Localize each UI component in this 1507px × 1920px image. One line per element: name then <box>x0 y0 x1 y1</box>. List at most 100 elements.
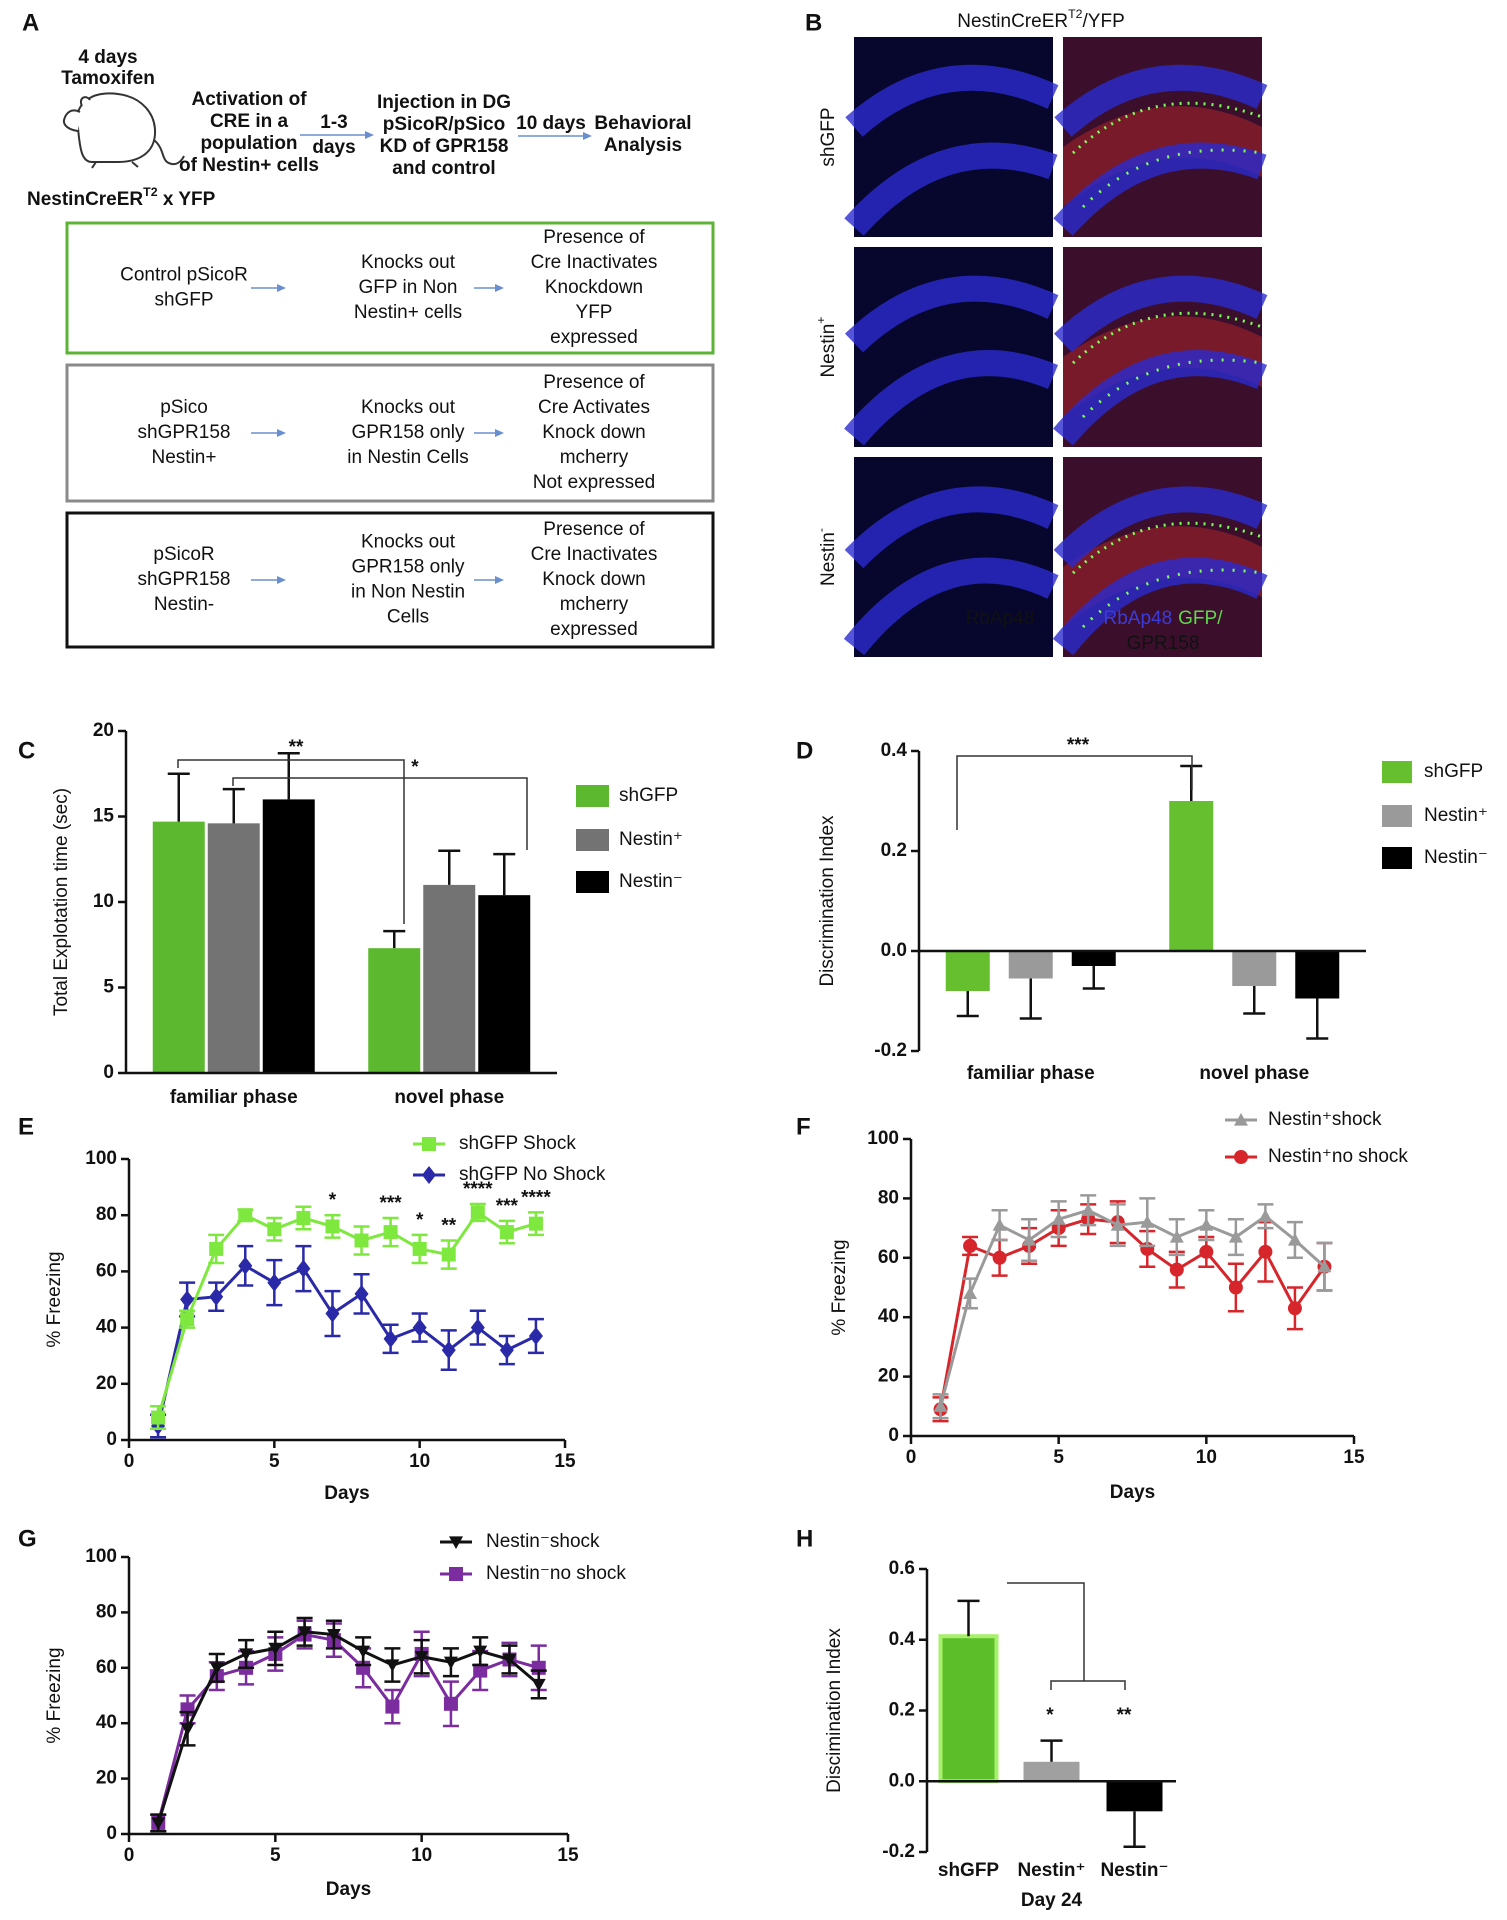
marker <box>1081 1203 1096 1216</box>
error-bar <box>438 849 461 885</box>
x-tick-label: 0 <box>906 1447 917 1468</box>
marker <box>1199 1218 1214 1231</box>
x-tick-label: 5 <box>270 1845 281 1866</box>
y-axis-label: % Freezing <box>44 1251 65 1347</box>
cell-layer <box>1053 275 1268 353</box>
error-bar <box>222 787 245 824</box>
series-line <box>156 1263 537 1427</box>
x-tick-label: 15 <box>1343 1447 1365 1468</box>
row-label: Nestin- <box>814 528 839 586</box>
panel-letter: H <box>796 1525 813 1552</box>
x-tick-label: familiar phase <box>170 1087 298 1108</box>
construct-text: Presence of <box>543 519 645 540</box>
y-tick-label: 0 <box>888 1425 899 1446</box>
x-tick-label: familiar phase <box>967 1063 1095 1084</box>
cell-layer <box>844 486 1059 569</box>
step-text: CRE in a <box>210 111 289 132</box>
cell-layer <box>844 142 1058 236</box>
marker <box>180 1723 195 1736</box>
significance-bracket <box>1007 1582 1085 1681</box>
bar <box>207 823 260 1073</box>
gfp-cells <box>1071 521 1263 575</box>
y-tick-label: 20 <box>96 1768 117 1789</box>
significance-label: *** <box>1067 735 1090 756</box>
significance-label: ** <box>1117 1705 1132 1726</box>
legend-swatch <box>576 829 609 851</box>
arrow-head <box>583 132 592 140</box>
interval-text: days <box>312 137 355 158</box>
marker <box>180 1290 195 1309</box>
y-tick-label: 10 <box>93 891 114 912</box>
construct-text: Cells <box>387 607 429 628</box>
bar <box>938 1634 999 1784</box>
bar <box>1232 951 1277 986</box>
gfp-cells <box>1081 358 1263 419</box>
legend-label: shGFP No Shock <box>459 1164 606 1185</box>
mouse-ear <box>80 96 91 107</box>
micrograph <box>1052 457 1268 657</box>
x-tick-label: Nestin⁺ <box>1017 1860 1085 1881</box>
y-tick-label: 20 <box>96 1373 117 1394</box>
construct-text: GFP in Non <box>359 277 458 298</box>
marker <box>1287 1232 1302 1246</box>
error-bar <box>277 751 300 800</box>
marker <box>1228 1280 1243 1295</box>
marker <box>354 1284 369 1303</box>
x-axis-label: Days <box>324 1483 369 1504</box>
error-bar <box>956 991 979 1018</box>
marker <box>385 1659 400 1673</box>
x-tick-label: Nestin⁻ <box>1100 1860 1168 1881</box>
gfp-cells <box>1071 101 1263 155</box>
x-tick-label: 10 <box>1196 1447 1217 1468</box>
significance-bracket <box>177 759 405 924</box>
construct-text: mcherry <box>560 447 629 468</box>
legend-label: Nestin⁻no shock <box>486 1563 626 1584</box>
treatment-text: Tamoxifen <box>61 68 155 89</box>
construct-text: Knocks out <box>361 252 456 273</box>
marker <box>499 1341 514 1360</box>
marker <box>180 1312 195 1327</box>
marker <box>1199 1244 1214 1259</box>
bar <box>1023 1761 1080 1782</box>
marker <box>441 1341 456 1360</box>
marker <box>1258 1244 1273 1259</box>
marker <box>325 1304 340 1323</box>
arrow-head <box>277 429 286 437</box>
treatment-text: 4 days <box>78 47 137 68</box>
y-tick-label: 0.0 <box>881 940 907 961</box>
row-label: shGFP <box>818 107 839 166</box>
y-tick-label: 100 <box>867 1128 899 1149</box>
cell-layer <box>844 275 1059 353</box>
construct-text: Knockdown <box>545 277 643 298</box>
stain-green: GFP/ <box>1178 608 1223 629</box>
bar <box>1169 801 1214 951</box>
marker <box>385 1699 400 1714</box>
y-tick-label: 60 <box>96 1260 117 1281</box>
y-tick-label: 80 <box>96 1601 117 1622</box>
significance-label: *** <box>496 1196 519 1217</box>
cell-layer <box>844 350 1059 446</box>
legend-label: Nestin⁺ <box>1424 805 1488 826</box>
error-bar <box>1082 966 1105 990</box>
construct-text: expressed <box>550 619 638 640</box>
x-tick-label: 10 <box>409 1451 430 1472</box>
marker <box>443 1696 458 1711</box>
marker <box>528 1327 543 1346</box>
micrograph <box>1053 37 1268 237</box>
marker <box>151 1817 166 1830</box>
row-label-sup: + <box>814 316 828 323</box>
micrograph <box>843 457 1059 657</box>
bar <box>1295 951 1340 999</box>
y-tick-label: 20 <box>93 720 114 741</box>
marker <box>268 1642 283 1656</box>
row-label: Nestin+ <box>814 316 839 377</box>
y-tick-label: 0 <box>106 1429 117 1450</box>
construct-text: Cre Inactivates <box>531 544 658 565</box>
mouse-tail <box>153 139 185 166</box>
marker <box>1258 1209 1273 1222</box>
y-tick-label: 80 <box>96 1204 117 1225</box>
panel-letter: E <box>18 1113 34 1140</box>
construct-text: Knocks out <box>361 532 456 553</box>
construct-text: Knock down <box>542 422 646 443</box>
